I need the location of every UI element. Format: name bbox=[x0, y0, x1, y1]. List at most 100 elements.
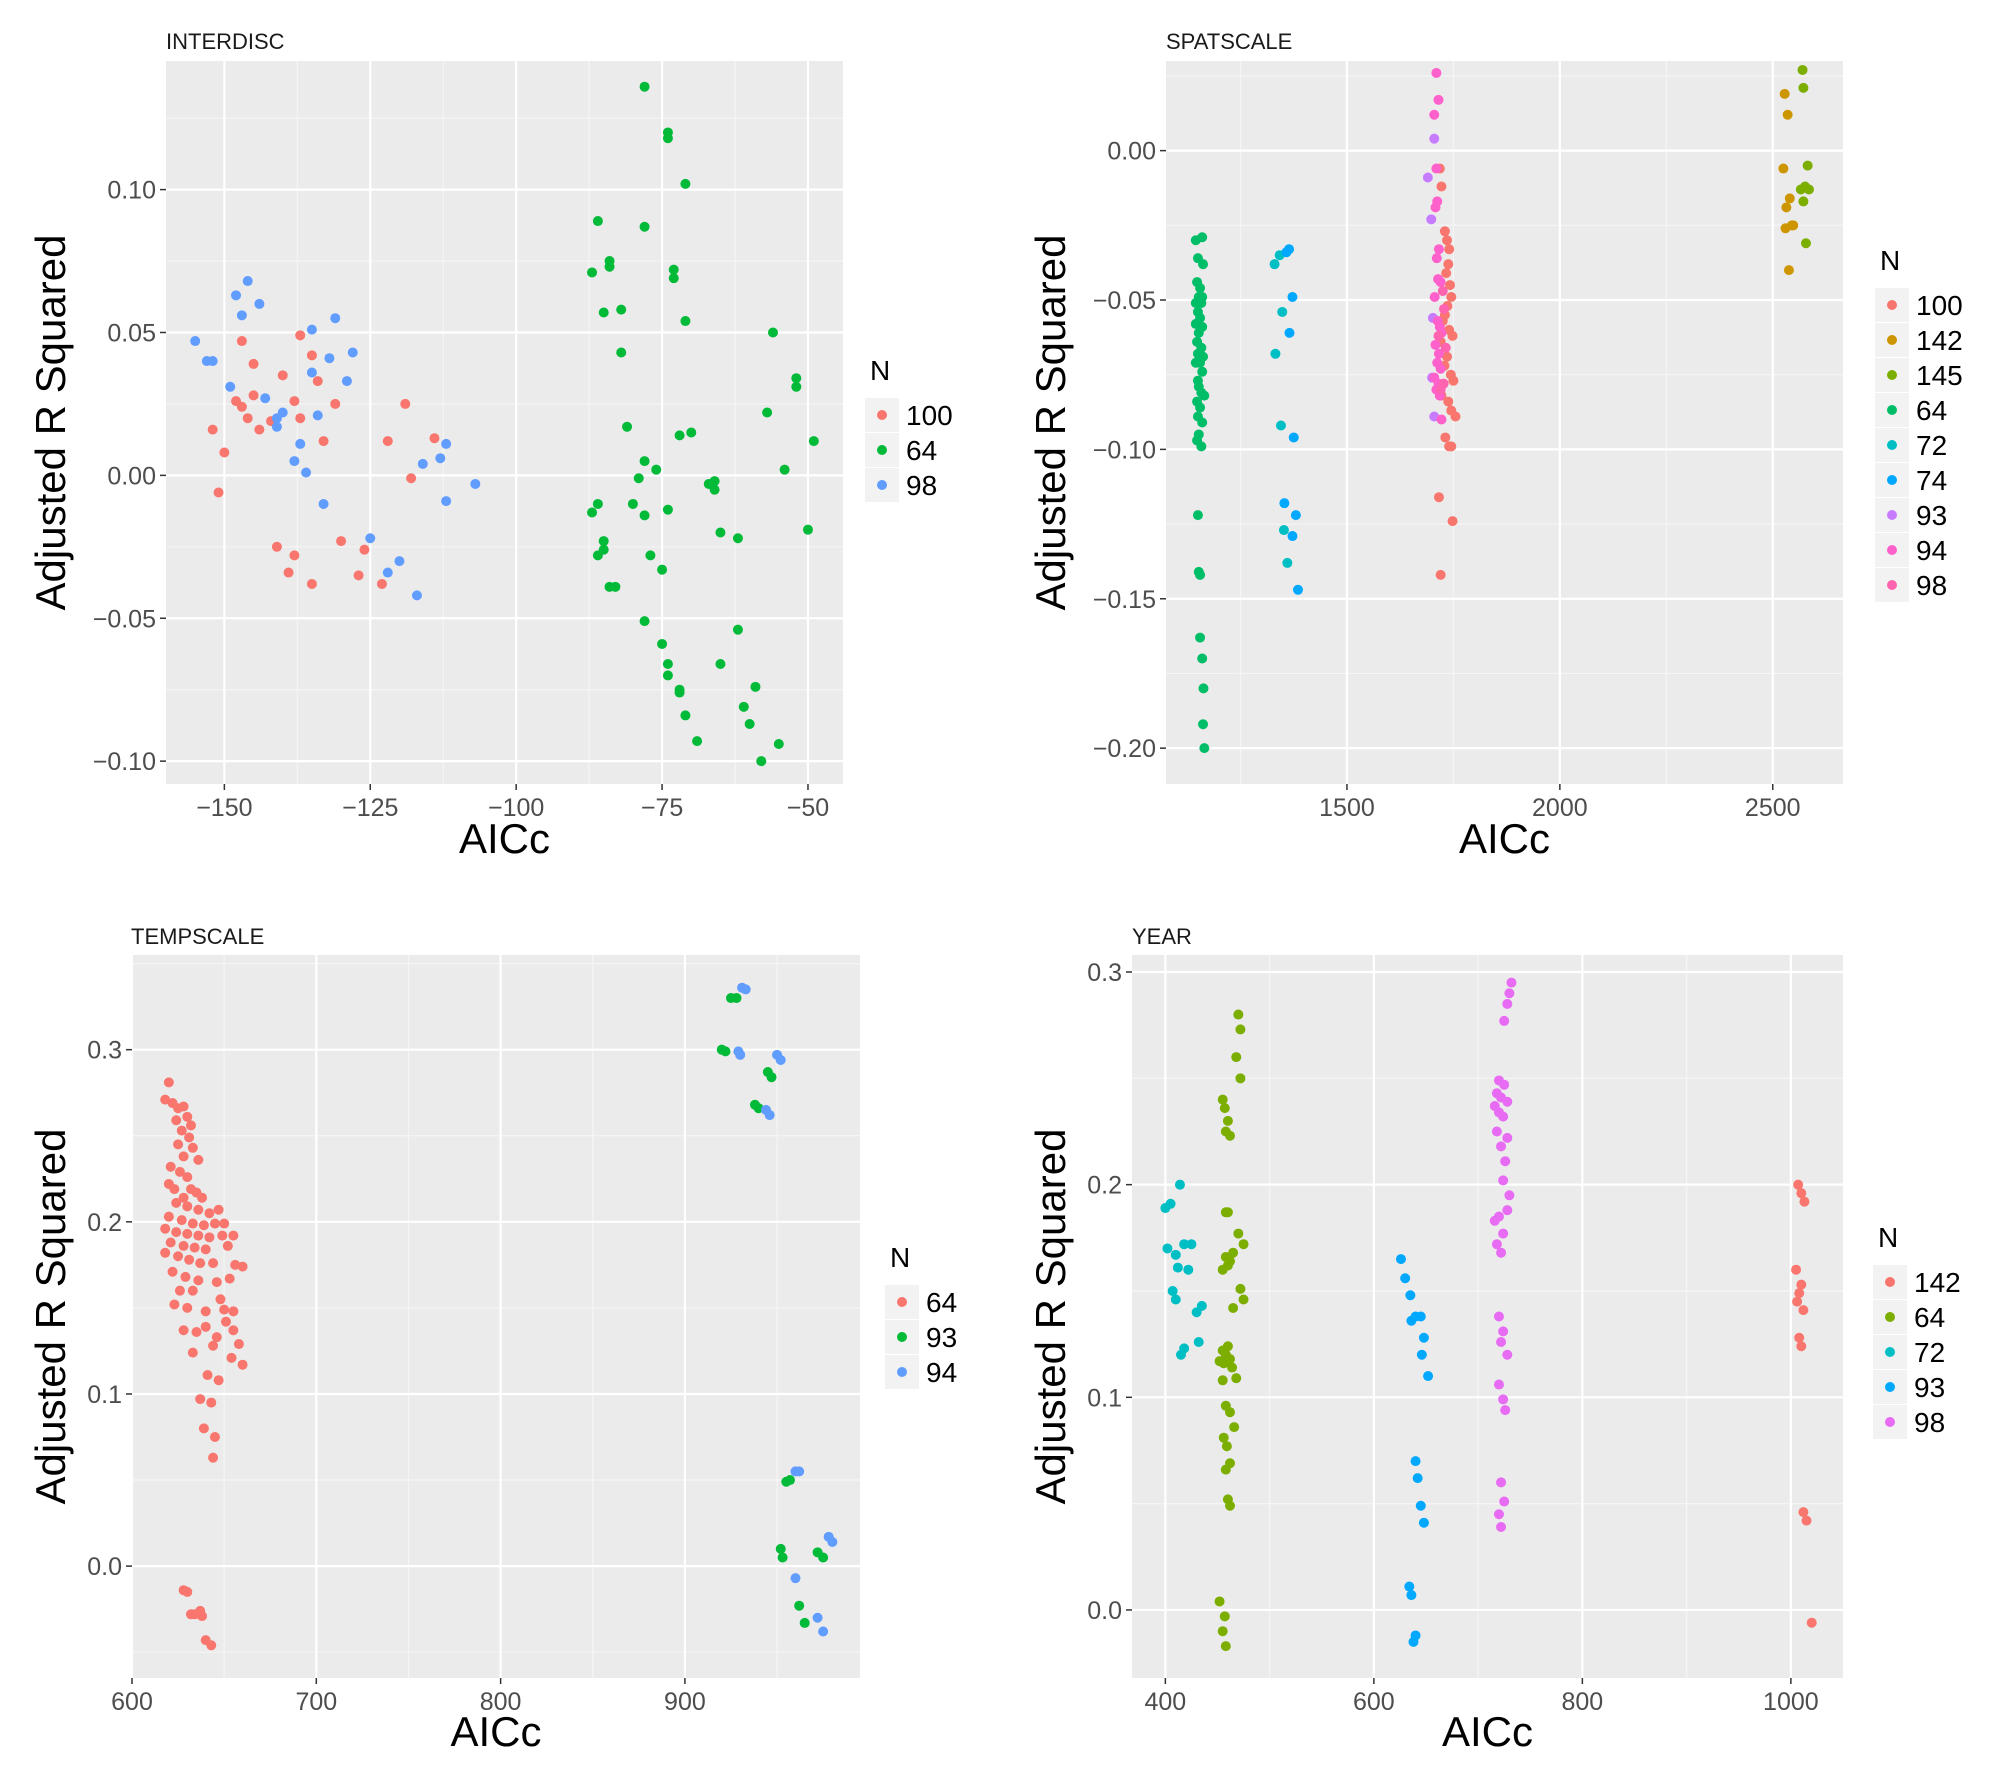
data-point-n98 bbox=[1502, 1205, 1513, 1216]
data-point-n93 bbox=[749, 1099, 760, 1110]
data-point-n64 bbox=[668, 273, 679, 284]
data-point-n64 bbox=[1217, 1375, 1228, 1386]
plot-background bbox=[1166, 61, 1843, 784]
data-point-n64 bbox=[1228, 1247, 1239, 1258]
data-point-n64 bbox=[627, 498, 638, 509]
data-point-n145 bbox=[1798, 196, 1809, 207]
data-point-n100 bbox=[359, 544, 370, 555]
legend-label: 100 bbox=[906, 400, 953, 431]
y-tick-label: −0.10 bbox=[1093, 436, 1156, 464]
legend-label: 64 bbox=[1914, 1302, 1945, 1333]
data-point-n98 bbox=[1498, 1394, 1509, 1405]
y-tick-label: 0.3 bbox=[87, 1037, 122, 1065]
legend-key bbox=[877, 480, 887, 490]
y-tick-label: 0.00 bbox=[1107, 138, 1156, 166]
data-point-n64 bbox=[592, 216, 603, 227]
data-point-n64 bbox=[228, 1325, 239, 1336]
data-point-n64 bbox=[756, 756, 767, 767]
data-point-n72 bbox=[1174, 1179, 1185, 1190]
data-point-n64 bbox=[715, 658, 726, 669]
data-point-n94 bbox=[1433, 94, 1444, 105]
x-axis-label: AICc bbox=[1459, 815, 1550, 862]
data-point-n64 bbox=[228, 1230, 239, 1241]
data-point-n93 bbox=[1404, 1581, 1415, 1592]
legend-key bbox=[1885, 1277, 1895, 1287]
data-point-n64 bbox=[173, 1251, 184, 1262]
data-point-n94 bbox=[1430, 339, 1441, 350]
x-tick-label: 2500 bbox=[1745, 794, 1801, 822]
data-point-n94 bbox=[1429, 292, 1440, 303]
data-point-n100 bbox=[277, 370, 288, 381]
legend-label: 98 bbox=[906, 470, 937, 501]
data-point-n74 bbox=[1288, 432, 1299, 443]
data-point-n100 bbox=[1447, 330, 1458, 341]
data-point-n93 bbox=[1426, 214, 1437, 225]
data-point-n98 bbox=[301, 467, 312, 478]
data-point-n64 bbox=[1193, 327, 1204, 338]
data-point-n100 bbox=[1443, 396, 1454, 407]
y-tick-label: 0.2 bbox=[1087, 1172, 1122, 1200]
data-point-n142 bbox=[1779, 88, 1790, 99]
data-point-n64 bbox=[779, 464, 790, 475]
data-point-n98 bbox=[295, 438, 306, 449]
data-point-n64 bbox=[767, 327, 778, 338]
data-point-n93 bbox=[720, 1046, 731, 1057]
data-point-n72 bbox=[1183, 1264, 1194, 1275]
data-point-n64 bbox=[1214, 1596, 1225, 1607]
data-point-n93 bbox=[784, 1475, 795, 1486]
data-point-n74 bbox=[1284, 244, 1295, 255]
data-point-n64 bbox=[1197, 232, 1208, 243]
legend-key bbox=[1885, 1312, 1895, 1322]
data-point-n142 bbox=[1786, 220, 1797, 231]
data-point-n64 bbox=[224, 1273, 235, 1284]
data-point-n98 bbox=[1493, 1311, 1504, 1322]
data-point-n64 bbox=[1195, 357, 1206, 368]
data-point-n64 bbox=[598, 307, 609, 318]
data-point-n64 bbox=[200, 1244, 211, 1255]
data-point-n98 bbox=[312, 410, 323, 421]
legend-title: N bbox=[1880, 245, 1900, 276]
y-axis-label: Adjusted R Squared bbox=[27, 235, 74, 611]
data-point-n64 bbox=[1195, 402, 1206, 413]
data-point-n100 bbox=[236, 336, 247, 347]
chart-svg: YEAR 0.0 0.1 0.2 0.3 400 600 800 1000 AICc Adj… bbox=[1027, 924, 1961, 1755]
data-point-n93 bbox=[1416, 1349, 1427, 1360]
data-point-n100 bbox=[289, 396, 300, 407]
data-point-n100 bbox=[353, 570, 364, 581]
data-point-n100 bbox=[1442, 235, 1453, 246]
data-point-n98 bbox=[1502, 998, 1513, 1009]
y-tick-labels: −0.10 −0.05 0.00 0.05 0.10 bbox=[93, 177, 156, 777]
data-point-n64 bbox=[208, 1452, 219, 1463]
y-axis-label: Adjusted R Squared bbox=[27, 1129, 74, 1505]
data-point-n72 bbox=[1282, 557, 1293, 568]
data-point-n64 bbox=[1197, 653, 1208, 664]
x-tick-labels: 1500 2000 2500 bbox=[1319, 794, 1800, 822]
data-point-n72 bbox=[1277, 306, 1288, 317]
data-point-n64 bbox=[592, 550, 603, 561]
y-tick-label: −0.05 bbox=[93, 605, 156, 633]
x-tick-label: 1500 bbox=[1319, 794, 1375, 822]
data-point-n98 bbox=[1491, 1239, 1502, 1250]
data-point-n100 bbox=[289, 550, 300, 561]
data-point-n64 bbox=[193, 1230, 204, 1241]
grid-minor bbox=[166, 61, 843, 784]
data-point-n100 bbox=[1433, 492, 1444, 503]
data-point-n64 bbox=[1217, 1264, 1228, 1275]
data-point-n93 bbox=[1400, 1273, 1411, 1284]
data-point-n64 bbox=[592, 498, 603, 509]
data-point-n100 bbox=[306, 350, 317, 361]
x-tick-label: 700 bbox=[295, 1688, 337, 1716]
data-point-n74 bbox=[1290, 510, 1301, 521]
data-point-n64 bbox=[193, 1154, 204, 1165]
data-point-n64 bbox=[662, 504, 673, 515]
data-point-n64 bbox=[1199, 390, 1210, 401]
plot-background bbox=[1132, 955, 1843, 1678]
legend-title: N bbox=[890, 1242, 910, 1273]
data-point-n72 bbox=[1170, 1249, 1181, 1260]
y-tick-label: 0.2 bbox=[87, 1209, 122, 1237]
data-point-n100 bbox=[306, 578, 317, 589]
data-point-n100 bbox=[400, 398, 411, 409]
data-point-n64 bbox=[1196, 297, 1207, 308]
data-point-n98 bbox=[1496, 1337, 1507, 1348]
data-point-n98 bbox=[260, 393, 271, 404]
